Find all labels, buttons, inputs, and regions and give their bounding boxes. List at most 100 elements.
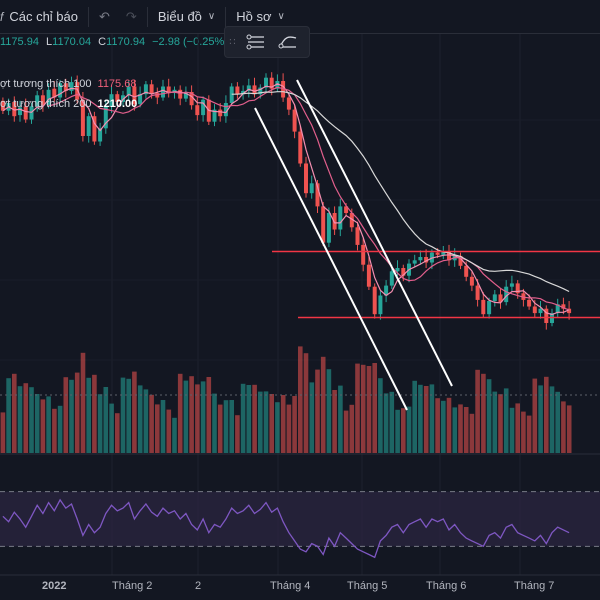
- candle-body: [69, 82, 74, 91]
- volume-bar: [521, 411, 526, 453]
- indicators-label: Các chỉ báo: [9, 9, 78, 24]
- chart-type-dropdown[interactable]: Biểu đồ ∨: [150, 0, 223, 33]
- candle-body: [35, 95, 40, 107]
- candle-body: [12, 101, 17, 117]
- curve-tools-button[interactable]: [271, 28, 303, 56]
- close-value: 1170.94: [106, 36, 146, 48]
- volume-bar: [160, 400, 166, 453]
- volume-bar: [229, 400, 234, 453]
- redo-button[interactable]: ↷: [118, 0, 145, 33]
- channel-upper-line: [296, 79, 453, 387]
- candle-body: [212, 109, 217, 122]
- volume-bar: [332, 390, 337, 453]
- candle-body: [304, 163, 308, 194]
- candle-body: [252, 85, 257, 95]
- candle-body: [515, 283, 520, 294]
- volume-bar: [475, 369, 480, 453]
- candle-body: [447, 251, 451, 261]
- candle-body: [143, 84, 148, 95]
- candle-body: [492, 294, 497, 301]
- volume-bar: [526, 415, 532, 453]
- candle-body: [527, 299, 532, 307]
- toolbar-divider: [88, 6, 89, 27]
- candle-body: [567, 308, 572, 314]
- volume-bar: [298, 346, 303, 453]
- candle-body: [384, 285, 389, 296]
- candle-body: [132, 86, 137, 105]
- ma-slow-line: [231, 91, 570, 293]
- candle-body: [52, 88, 57, 98]
- x-tick-label: 2: [195, 580, 202, 592]
- candle-body: [75, 82, 80, 100]
- volume-bar: [515, 403, 520, 453]
- volume-bar: [280, 395, 286, 453]
- candle-body: [498, 294, 503, 303]
- candle-body: [161, 86, 165, 98]
- candle-body: [201, 99, 206, 116]
- volume-bar: [498, 394, 503, 453]
- chevron-down-icon: ∨: [277, 11, 285, 22]
- rsi-line: [2, 498, 570, 559]
- volume-bar: [0, 412, 6, 453]
- volume-bar: [492, 391, 498, 453]
- volume-bar: [143, 389, 149, 453]
- volume-bar: [172, 417, 177, 453]
- volume-bar: [549, 386, 555, 453]
- volume-bar: [206, 377, 212, 453]
- candle-body: [412, 260, 417, 264]
- indicators-button[interactable]: f Các chỉ báo: [0, 0, 86, 33]
- ma1-value: 1175.68: [97, 78, 137, 90]
- volume-bar: [17, 386, 23, 453]
- candle-body: [18, 107, 22, 116]
- drag-handle-icon[interactable]: ∷: [229, 36, 235, 48]
- volume-bar: [80, 352, 86, 453]
- line-tools-button[interactable]: [239, 28, 271, 56]
- candle-body: [115, 94, 120, 102]
- candle-body: [561, 304, 566, 309]
- volume-bar: [349, 404, 355, 453]
- undo-button[interactable]: ↶: [91, 0, 118, 33]
- candle-body: [487, 301, 492, 315]
- volume-bar: [103, 387, 109, 453]
- function-icon: f: [0, 9, 4, 24]
- candle-body: [223, 103, 228, 117]
- toolbar-divider: [146, 6, 148, 27]
- candle-body: [435, 252, 440, 255]
- volume-bar: [561, 401, 566, 453]
- volume-bar: [338, 385, 343, 453]
- volume-bar: [252, 384, 257, 453]
- channel-lower-line: [254, 107, 408, 411]
- x-tick-label: Tháng 2: [112, 580, 153, 592]
- x-tick-label: Tháng 5: [347, 580, 388, 592]
- candle-body: [481, 299, 486, 315]
- candle-body: [344, 206, 349, 213]
- candle-body: [355, 227, 360, 245]
- profile-dropdown[interactable]: Hồ sơ ∨: [228, 0, 293, 33]
- candle-body: [469, 276, 474, 286]
- candle-body: [23, 106, 28, 120]
- curve-tools-icon: [278, 36, 297, 49]
- redo-icon: ↷: [125, 8, 137, 24]
- volume-bar: [120, 377, 126, 453]
- volume-bar: [395, 409, 400, 453]
- x-tick-label: Tháng 6: [426, 580, 467, 592]
- volume-bar: [246, 385, 252, 453]
- candle-body: [0, 100, 5, 111]
- volume-bar: [74, 372, 80, 453]
- volume-bar: [309, 382, 315, 453]
- candle-body: [218, 109, 223, 117]
- volume-bar: [12, 373, 17, 453]
- volume-bar: [401, 408, 406, 453]
- volume-bar: [303, 353, 309, 453]
- volume-bar: [343, 410, 349, 453]
- candle-body: [389, 271, 394, 286]
- candle-body: [321, 206, 326, 243]
- volume-bar: [372, 363, 377, 453]
- volume-bar: [52, 408, 57, 453]
- volume-bar: [115, 413, 120, 453]
- volume-bar: [555, 391, 560, 453]
- volume-bar: [263, 391, 269, 453]
- candle-body: [63, 83, 68, 91]
- volume-bar: [458, 404, 463, 453]
